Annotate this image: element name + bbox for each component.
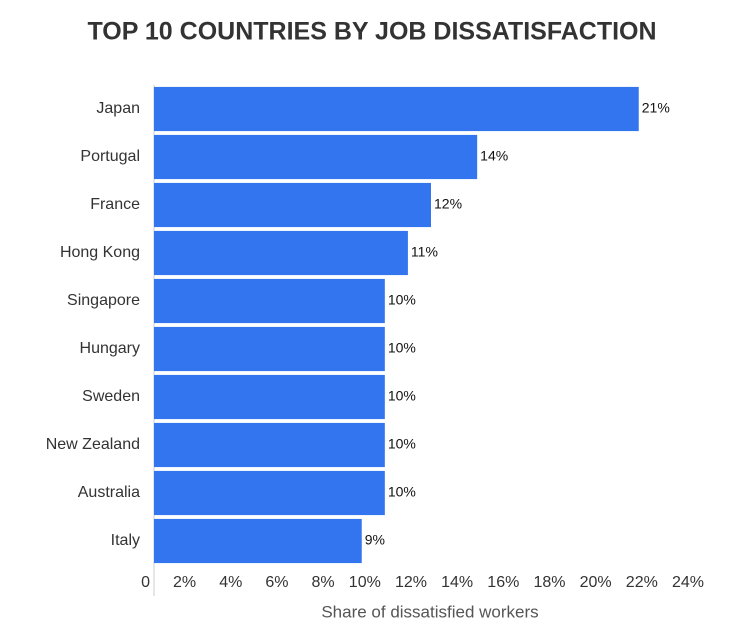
bar [154,182,431,228]
chart-title: TOP 10 COUNTRIES BY JOB DISSATISFACTION [87,18,656,46]
y-tick-label: New Zealand [46,436,140,453]
x-tick-label: 16% [487,574,519,591]
x-tick-label: 12% [395,574,427,591]
value-label: 10% [388,436,416,452]
value-label: 10% [388,388,416,404]
value-label: 10% [388,292,416,308]
bar [154,326,385,372]
bar [154,278,385,324]
x-tick-label: 14% [441,574,473,591]
x-tick-label: 4% [219,574,242,591]
x-tick-label: 2% [173,574,196,591]
value-label: 10% [388,340,416,356]
y-tick-label: Australia [78,484,140,501]
y-tick-label: Italy [111,532,140,549]
x-tick-label: 0 [141,574,150,591]
x-axis-label: Share of dissatisfied workers [321,602,538,621]
x-tick-label: 24% [672,574,704,591]
bar [154,374,385,420]
x-tick-label: 20% [580,574,612,591]
value-label: 11% [411,244,438,260]
x-tick-label: 6% [265,574,288,591]
bar [154,134,478,180]
y-tick-label: Sweden [82,388,140,405]
y-tick-label: Singapore [67,292,140,309]
x-tick-label: 18% [533,574,565,591]
bar [154,518,362,564]
y-tick-label: France [90,196,140,213]
bar [154,230,408,276]
bar [154,86,639,132]
bar [154,470,385,516]
bar [154,422,385,468]
y-tick-label: Hungary [80,340,140,357]
value-label: 21% [642,100,670,116]
value-label: 9% [365,532,385,548]
value-label: 14% [480,148,508,164]
value-label: 12% [434,196,462,212]
x-tick-label: 22% [626,574,658,591]
y-tick-label: Hong Kong [60,244,140,261]
x-tick-label: 10% [349,574,381,591]
y-tick-label: Japan [96,100,140,117]
y-tick-label: Portugal [80,148,140,165]
value-label: 10% [388,484,416,500]
x-tick-label: 8% [312,574,335,591]
